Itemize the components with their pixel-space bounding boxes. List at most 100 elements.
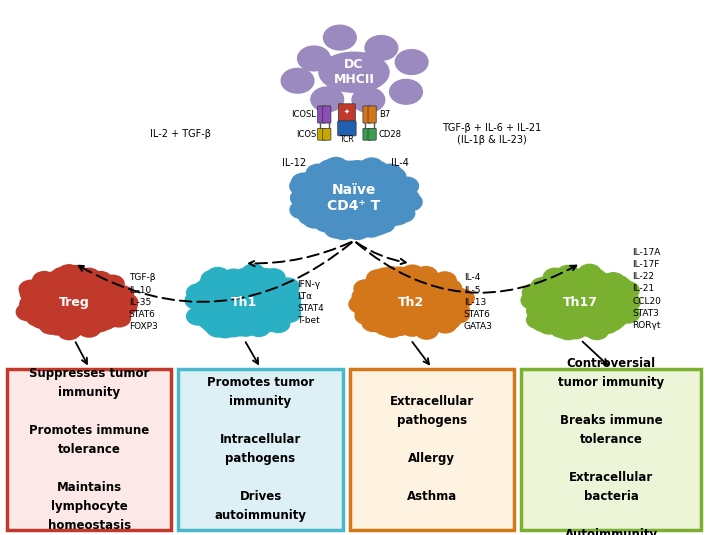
Circle shape: [587, 272, 610, 289]
Circle shape: [529, 299, 552, 316]
Circle shape: [360, 219, 383, 237]
FancyBboxPatch shape: [323, 128, 331, 140]
Circle shape: [202, 316, 226, 333]
Circle shape: [247, 269, 270, 286]
Circle shape: [552, 269, 575, 287]
Circle shape: [393, 186, 416, 203]
Circle shape: [395, 177, 418, 195]
Circle shape: [600, 314, 623, 331]
Circle shape: [28, 304, 50, 322]
Circle shape: [322, 214, 346, 232]
Circle shape: [110, 286, 133, 303]
Circle shape: [370, 315, 392, 333]
Circle shape: [23, 299, 47, 316]
Circle shape: [395, 50, 428, 74]
Circle shape: [78, 319, 101, 337]
Circle shape: [270, 300, 294, 317]
Circle shape: [362, 314, 385, 332]
Text: Promotes tumor
immunity

Intracellular
pathogens

Drives
autoimmunity: Promotes tumor immunity Intracellular pa…: [207, 377, 314, 522]
Circle shape: [386, 207, 409, 225]
Circle shape: [267, 315, 290, 332]
Circle shape: [577, 319, 600, 336]
Text: TCR: TCR: [340, 135, 354, 144]
Circle shape: [19, 280, 42, 297]
Circle shape: [537, 276, 560, 293]
Circle shape: [586, 322, 608, 340]
Circle shape: [451, 289, 474, 307]
Circle shape: [604, 310, 627, 327]
Text: Th2: Th2: [397, 296, 424, 309]
Circle shape: [367, 270, 389, 287]
Circle shape: [314, 214, 338, 232]
Circle shape: [615, 301, 638, 318]
Circle shape: [98, 310, 120, 327]
Circle shape: [21, 285, 43, 302]
Circle shape: [532, 314, 555, 332]
Text: IFN-γ
LTα
STAT4
T-bet: IFN-γ LTα STAT4 T-bet: [297, 280, 324, 325]
Circle shape: [433, 272, 456, 289]
Circle shape: [399, 193, 422, 211]
Circle shape: [533, 282, 556, 300]
Circle shape: [423, 314, 446, 331]
Circle shape: [290, 189, 314, 207]
FancyBboxPatch shape: [338, 121, 356, 136]
Ellipse shape: [319, 52, 389, 92]
Circle shape: [299, 207, 322, 225]
Circle shape: [16, 303, 40, 320]
Circle shape: [192, 295, 215, 312]
Circle shape: [611, 297, 634, 315]
Text: Treg: Treg: [59, 296, 90, 309]
Text: TGF-β + IL-6 + IL-21
(IL-1β & IL-23): TGF-β + IL-6 + IL-21 (IL-1β & IL-23): [442, 123, 542, 145]
Circle shape: [605, 307, 628, 324]
Circle shape: [324, 25, 356, 50]
Circle shape: [311, 87, 343, 112]
Text: CD28: CD28: [379, 130, 401, 139]
Text: DC
MHCII: DC MHCII: [333, 58, 375, 87]
Circle shape: [434, 316, 457, 333]
Circle shape: [234, 268, 257, 286]
Circle shape: [242, 264, 265, 281]
Circle shape: [251, 315, 274, 332]
Circle shape: [395, 271, 418, 289]
Circle shape: [101, 275, 124, 293]
FancyBboxPatch shape: [363, 128, 371, 140]
Circle shape: [542, 274, 566, 292]
Circle shape: [532, 305, 555, 322]
Text: IL-2 + TGF-β: IL-2 + TGF-β: [150, 129, 211, 139]
Circle shape: [521, 292, 544, 309]
Circle shape: [365, 161, 389, 179]
Circle shape: [418, 316, 441, 333]
Text: Suppresses tumor
immunity

Promotes immune
tolerance

Maintains
lymphocyte
homeo: Suppresses tumor immunity Promotes immun…: [29, 367, 149, 532]
Circle shape: [41, 272, 64, 290]
Circle shape: [333, 161, 356, 179]
Circle shape: [438, 279, 462, 297]
Circle shape: [389, 318, 411, 335]
Circle shape: [602, 273, 625, 290]
Circle shape: [432, 278, 455, 295]
FancyBboxPatch shape: [363, 106, 371, 123]
Text: IL-4: IL-4: [391, 158, 409, 168]
Circle shape: [392, 196, 415, 214]
Circle shape: [438, 284, 461, 301]
Circle shape: [324, 157, 348, 175]
Circle shape: [200, 307, 224, 324]
Circle shape: [371, 215, 394, 233]
Circle shape: [276, 278, 299, 295]
Circle shape: [583, 269, 606, 286]
Circle shape: [523, 284, 545, 301]
FancyBboxPatch shape: [318, 106, 326, 123]
Circle shape: [292, 182, 316, 200]
Circle shape: [31, 311, 54, 328]
Ellipse shape: [372, 280, 449, 324]
Circle shape: [549, 313, 572, 331]
Circle shape: [77, 268, 101, 286]
Circle shape: [97, 281, 120, 299]
Circle shape: [292, 173, 315, 191]
Circle shape: [355, 307, 378, 324]
Circle shape: [276, 287, 299, 304]
Circle shape: [270, 307, 293, 324]
Circle shape: [30, 280, 54, 297]
FancyBboxPatch shape: [368, 128, 376, 140]
Circle shape: [380, 320, 404, 338]
Circle shape: [406, 271, 429, 288]
